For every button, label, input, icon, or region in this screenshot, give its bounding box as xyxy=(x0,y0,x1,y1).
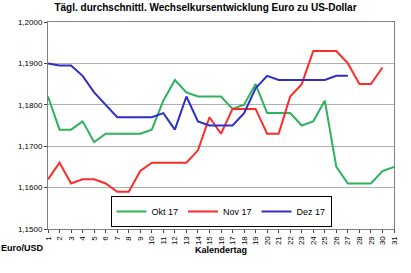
svg-text:2: 2 xyxy=(55,236,64,241)
svg-text:27: 27 xyxy=(343,236,352,245)
svg-text:14: 14 xyxy=(194,236,203,245)
svg-text:12: 12 xyxy=(170,236,179,245)
svg-text:3: 3 xyxy=(67,236,76,241)
svg-text:1,1500: 1,1500 xyxy=(18,225,43,234)
svg-text:10: 10 xyxy=(147,236,156,245)
svg-text:19: 19 xyxy=(251,236,260,245)
svg-text:8: 8 xyxy=(124,236,133,241)
svg-text:30: 30 xyxy=(378,236,387,245)
svg-text:Euro/USD: Euro/USD xyxy=(1,243,44,253)
svg-text:29: 29 xyxy=(367,236,376,245)
svg-text:20: 20 xyxy=(263,236,272,245)
svg-text:1,2000: 1,2000 xyxy=(18,18,43,27)
svg-text:9: 9 xyxy=(136,236,145,241)
svg-text:Dez 17: Dez 17 xyxy=(297,207,326,217)
svg-text:Nov 17: Nov 17 xyxy=(223,207,252,217)
svg-text:Kalendertag: Kalendertag xyxy=(195,245,247,255)
svg-text:31: 31 xyxy=(390,236,399,245)
svg-text:1,1700: 1,1700 xyxy=(18,142,43,151)
svg-text:25: 25 xyxy=(320,236,329,245)
svg-text:4: 4 xyxy=(78,236,87,241)
svg-text:18: 18 xyxy=(240,236,249,245)
svg-text:21: 21 xyxy=(274,236,283,245)
svg-text:5: 5 xyxy=(90,236,99,241)
svg-text:6: 6 xyxy=(101,236,110,241)
svg-text:15: 15 xyxy=(205,236,214,245)
svg-text:17: 17 xyxy=(228,236,237,245)
svg-text:1,1600: 1,1600 xyxy=(18,183,43,192)
svg-text:Okt 17: Okt 17 xyxy=(152,207,179,217)
svg-text:22: 22 xyxy=(286,236,295,245)
svg-text:23: 23 xyxy=(297,236,306,245)
svg-text:26: 26 xyxy=(332,236,341,245)
svg-text:13: 13 xyxy=(182,236,191,245)
svg-text:28: 28 xyxy=(355,236,364,245)
svg-text:1: 1 xyxy=(44,236,53,241)
svg-text:1,1800: 1,1800 xyxy=(18,101,43,110)
svg-text:Tägl. durchschnittl. Wechselku: Tägl. durchschnittl. Wechselkursentwickl… xyxy=(54,2,356,13)
svg-text:1,1900: 1,1900 xyxy=(18,59,43,68)
svg-text:24: 24 xyxy=(309,236,318,245)
svg-text:16: 16 xyxy=(217,236,226,245)
svg-text:11: 11 xyxy=(159,236,168,245)
svg-text:7: 7 xyxy=(113,236,122,241)
